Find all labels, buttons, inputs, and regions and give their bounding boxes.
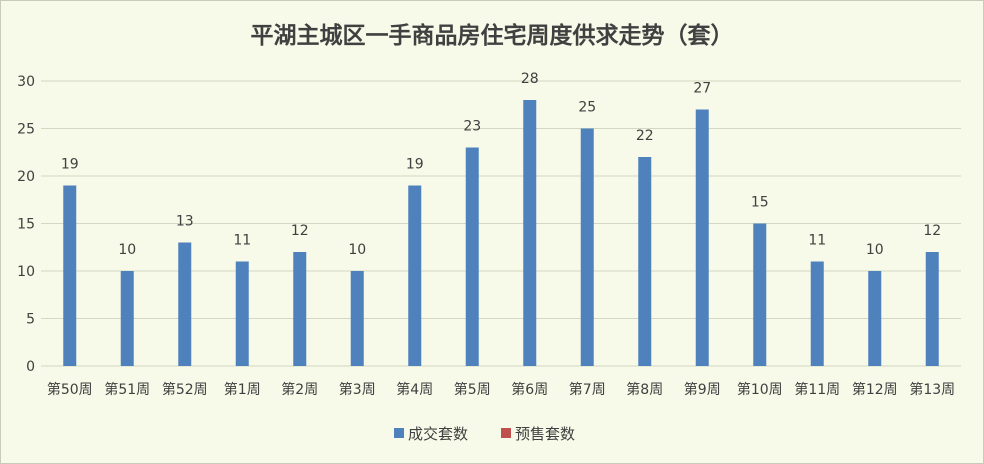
y-tick-label: 30 — [17, 74, 35, 90]
data-label: 10 — [118, 242, 136, 258]
x-axis-ticks: 第50周 第51周 第52周 第1周 第2周 第3周 第4周 第5周 第6周 第7周 第8周 第9周第… — [47, 381, 955, 398]
x-tick-label: 第12周 — [852, 381, 898, 398]
bar — [293, 252, 307, 366]
data-label: 19 — [61, 157, 79, 173]
y-tick-label: 25 — [17, 122, 35, 138]
data-labels: 19 10 13 11 12 10 19 23 28 25 22 27 15 11 10 12 — [61, 71, 941, 258]
x-tick-label: 第13周 — [909, 381, 955, 398]
legend-label: 成交套数 — [408, 425, 468, 443]
bar — [350, 271, 364, 366]
y-axis-ticks: 0 5 10 15 20 25 30 — [17, 74, 35, 375]
bar — [523, 100, 537, 366]
data-label: 13 — [176, 214, 194, 230]
data-label: 22 — [636, 128, 654, 144]
data-label: 19 — [406, 157, 424, 173]
x-tick-label: 第52周 — [162, 381, 208, 398]
data-label: 10 — [866, 242, 884, 258]
legend-swatch — [501, 428, 511, 438]
data-label: 11 — [233, 233, 251, 249]
bar — [810, 261, 824, 366]
y-tick-label: 10 — [17, 264, 35, 280]
data-label: 28 — [521, 71, 539, 87]
x-tick-label: 第5周 — [454, 381, 491, 398]
data-label: 25 — [578, 100, 596, 116]
bar — [235, 261, 249, 366]
y-tick-label: 15 — [17, 217, 35, 233]
bar — [63, 185, 77, 366]
data-label: 11 — [808, 233, 826, 249]
bar — [120, 271, 134, 366]
x-tick-label: 第6周 — [511, 381, 548, 398]
data-label: 12 — [923, 223, 941, 239]
x-tick-label: 第8周 — [626, 381, 663, 398]
legend-swatch — [394, 428, 404, 438]
bar — [925, 252, 939, 366]
x-tick-label: 第3周 — [339, 381, 376, 398]
bars — [63, 100, 939, 366]
data-label: 27 — [693, 81, 711, 97]
x-tick-label: 第1周 — [224, 381, 261, 398]
x-tick-label: 第4周 — [396, 381, 433, 398]
bar — [868, 271, 882, 366]
bar — [178, 242, 192, 366]
x-tick-label: 第11周 — [794, 381, 840, 398]
legend: 成交套数 预售套数 — [394, 425, 575, 443]
x-tick-label: 第10周 — [737, 381, 783, 398]
x-tick-label: 第51周 — [104, 381, 150, 398]
y-tick-label: 20 — [17, 169, 35, 185]
data-label: 10 — [348, 242, 366, 258]
x-tick-label: 第7周 — [569, 381, 606, 398]
bar — [695, 109, 709, 366]
bar — [408, 185, 422, 366]
data-label: 15 — [751, 195, 769, 211]
legend-label: 预售套数 — [515, 425, 575, 443]
x-tick-label: 第50周 — [47, 381, 93, 398]
y-tick-label: 0 — [26, 359, 35, 375]
bar — [580, 128, 594, 366]
bar — [638, 157, 652, 366]
chart-title: 平湖主城区一手商品房住宅周度供求走势（套） — [251, 22, 734, 49]
x-tick-label: 第2周 — [281, 381, 318, 398]
data-label: 23 — [463, 119, 481, 135]
y-tick-label: 5 — [26, 312, 35, 328]
bar — [753, 223, 767, 366]
grid-lines — [41, 80, 961, 367]
data-label: 12 — [291, 223, 309, 239]
x-tick-label: 第9周 — [684, 381, 721, 398]
bar — [465, 147, 479, 366]
